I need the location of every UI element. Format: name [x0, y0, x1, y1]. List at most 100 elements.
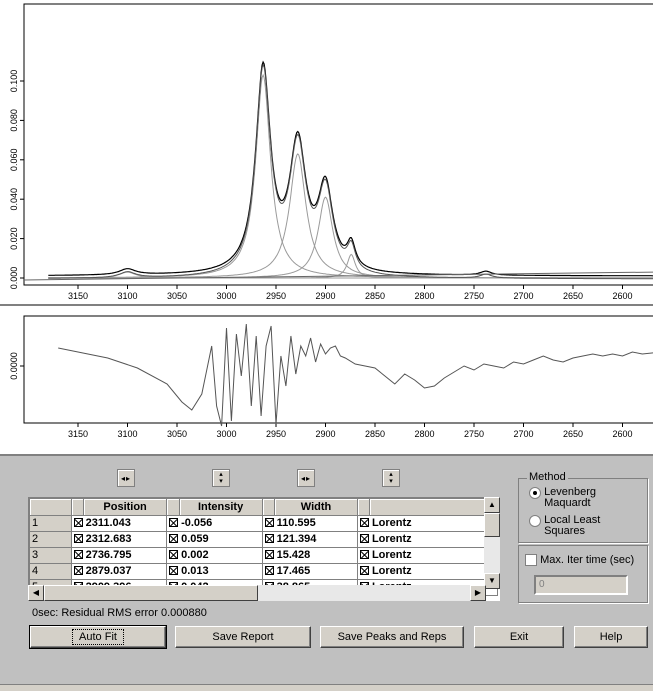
x-tick-label: 2900: [315, 291, 335, 301]
row-number[interactable]: 4: [30, 563, 72, 580]
position-cell[interactable]: 2311.043: [83, 515, 168, 532]
row-number[interactable]: 1: [30, 515, 72, 532]
row-number[interactable]: 3: [30, 547, 72, 564]
residual-curve: [58, 323, 653, 427]
row-number[interactable]: 2: [30, 531, 72, 548]
exit-button[interactable]: Exit: [474, 626, 564, 648]
x-tick-label: 2750: [464, 429, 484, 439]
position-check-icon[interactable]: [71, 563, 84, 580]
intensity-check-icon[interactable]: [166, 515, 180, 532]
width-check-icon[interactable]: [262, 515, 275, 532]
position-check-icon[interactable]: [71, 547, 84, 564]
shape-check-icon[interactable]: [357, 547, 370, 564]
save-report-button[interactable]: Save Report: [175, 626, 311, 648]
position-shift-spinner[interactable]: ◂▸: [117, 469, 135, 487]
y-tick-label: 0.000: [9, 267, 19, 290]
width-check-icon[interactable]: [262, 531, 275, 548]
max-iter-checkbox-row[interactable]: Max. Iter time (sec): [525, 554, 647, 567]
lock-checkbox-icon[interactable]: [264, 534, 274, 543]
save-peaks-button[interactable]: Save Peaks and Reps: [320, 626, 464, 648]
table-row[interactable]: 1 2311.043 -0.056 110.595 Lorentz: [30, 515, 498, 532]
help-button[interactable]: Help: [574, 626, 648, 648]
lock-checkbox-icon[interactable]: [73, 534, 83, 543]
horizontal-scroll-thumb[interactable]: [44, 585, 258, 601]
lock-checkbox-icon[interactable]: [169, 566, 179, 575]
position-check-icon[interactable]: [71, 531, 84, 548]
table-row[interactable]: 2 2312.683 0.059 121.394 Lorentz: [30, 531, 498, 548]
shape-cell[interactable]: Lorentz: [369, 531, 498, 548]
width-shift-spinner[interactable]: ◂▸: [297, 469, 315, 487]
position-cell[interactable]: 2879.037: [83, 563, 168, 580]
residual-plot[interactable]: 3150 3100 3050 3000 2950 2900 2850 2800 2750 2700…: [0, 306, 653, 456]
table-horizontal-scrollbar[interactable]: ◀ ▶: [28, 585, 486, 601]
fit-plot[interactable]: 3150 3100 3050 3000 2950 2900 2850 2800 2750 2700…: [0, 0, 653, 306]
table-vertical-scrollbar[interactable]: ▲ ▼: [484, 497, 500, 589]
table-row[interactable]: 3 2736.795 0.002 15.428 Lorentz: [30, 547, 498, 564]
bottom-edge: [0, 684, 653, 691]
scroll-left-icon[interactable]: ◀: [28, 585, 44, 601]
intensity-cell[interactable]: 0.013: [179, 563, 263, 580]
shape-check-icon[interactable]: [357, 531, 370, 548]
baseline-curve: [23, 271, 653, 281]
max-iter-input[interactable]: 0: [534, 575, 628, 595]
x-tick-label: 2600: [612, 429, 632, 439]
width-cell[interactable]: 110.595: [274, 515, 358, 532]
lock-checkbox-icon[interactable]: [264, 550, 274, 559]
max-iter-checkbox[interactable]: [525, 554, 537, 567]
intensity-check-icon[interactable]: [166, 547, 180, 564]
auto-fit-label: Auto Fit: [72, 629, 124, 645]
radio-levenberg[interactable]: [529, 487, 541, 499]
column-header-width[interactable]: Width: [274, 499, 358, 516]
shape-check-icon[interactable]: [357, 563, 370, 580]
intensity-spinner[interactable]: ▴ ▾: [212, 469, 230, 487]
shape-check-icon[interactable]: [357, 515, 370, 532]
width-cell[interactable]: 15.428: [274, 547, 358, 564]
vertical-scroll-thumb[interactable]: [484, 513, 500, 537]
column-header-position[interactable]: Position: [83, 499, 168, 516]
column-header-intensity[interactable]: Intensity: [179, 499, 263, 516]
radio-local-least-squares[interactable]: [529, 515, 541, 527]
shape-spinner[interactable]: ▴ ▾: [382, 469, 400, 487]
intensity-cell[interactable]: 0.002: [179, 547, 263, 564]
column-header-shape[interactable]: [369, 499, 498, 516]
x-tick-label: 2700: [513, 429, 533, 439]
x-tick-label: 2750: [464, 291, 484, 301]
measured-spectrum-curve: [48, 60, 653, 277]
width-cell[interactable]: 17.465: [274, 563, 358, 580]
lock-checkbox-icon[interactable]: [359, 550, 369, 559]
method-option-levenberg[interactable]: Levenberg Maquardt: [529, 487, 644, 509]
position-check-icon[interactable]: [71, 515, 84, 532]
position-cell[interactable]: 2736.795: [83, 547, 168, 564]
intensity-cell[interactable]: -0.056: [179, 515, 263, 532]
lock-checkbox-icon[interactable]: [264, 566, 274, 575]
shape-cell[interactable]: Lorentz: [369, 515, 498, 532]
auto-fit-button[interactable]: Auto Fit: [29, 625, 167, 649]
lock-checkbox-icon[interactable]: [359, 566, 369, 575]
lock-checkbox-icon[interactable]: [264, 518, 274, 527]
lock-checkbox-icon[interactable]: [169, 518, 179, 527]
shape-cell[interactable]: Lorentz: [369, 563, 498, 580]
method-option-local-least-squares[interactable]: Local Least Squares: [529, 515, 644, 537]
shape-cell[interactable]: Lorentz: [369, 547, 498, 564]
position-cell[interactable]: 2312.683: [83, 531, 168, 548]
x-tick-label: 3050: [167, 291, 187, 301]
lock-checkbox-icon[interactable]: [73, 518, 83, 527]
residual-status: 0sec: Residual RMS error 0.000880: [32, 607, 207, 619]
table-row[interactable]: 4 2879.037 0.013 17.465 Lorentz: [30, 563, 498, 580]
lock-checkbox-icon[interactable]: [359, 518, 369, 527]
row-number-header: [30, 499, 72, 516]
lock-checkbox-icon[interactable]: [169, 534, 179, 543]
lock-checkbox-icon[interactable]: [169, 550, 179, 559]
scroll-up-icon[interactable]: ▲: [484, 497, 500, 513]
lock-checkbox-icon[interactable]: [359, 534, 369, 543]
lock-checkbox-icon[interactable]: [73, 550, 83, 559]
width-check-icon[interactable]: [262, 547, 275, 564]
lock-checkbox-icon[interactable]: [73, 566, 83, 575]
scroll-right-icon[interactable]: ▶: [470, 585, 486, 601]
intensity-check-icon[interactable]: [166, 531, 180, 548]
scroll-down-icon[interactable]: ▼: [484, 573, 500, 589]
width-cell[interactable]: 121.394: [274, 531, 358, 548]
width-check-icon[interactable]: [262, 563, 275, 580]
intensity-cell[interactable]: 0.059: [179, 531, 263, 548]
intensity-check-icon[interactable]: [166, 563, 180, 580]
